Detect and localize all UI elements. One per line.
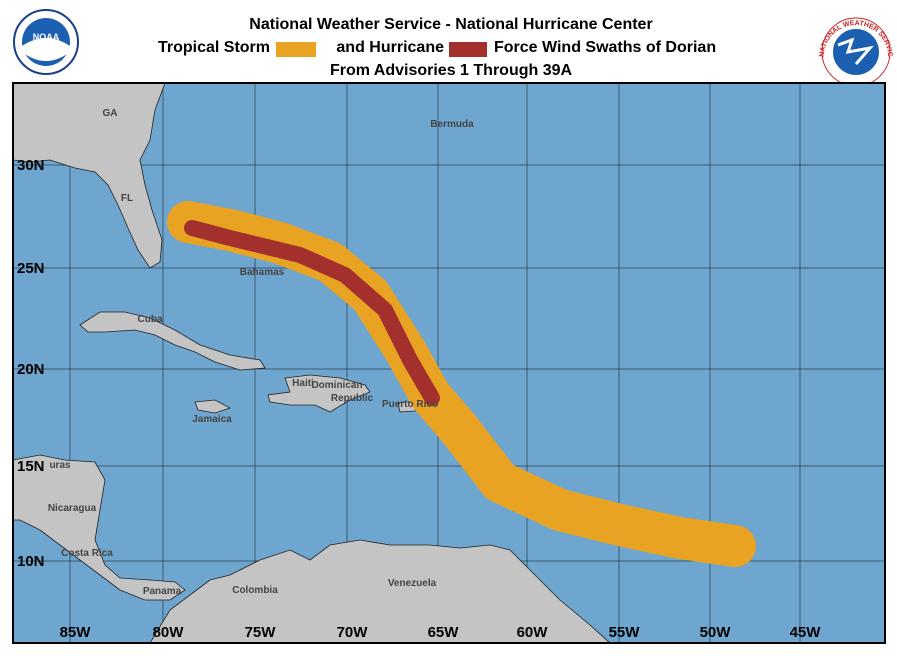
land-south-america — [149, 539, 611, 643]
place-label: Dominican — [311, 380, 362, 391]
land-hispaniola — [267, 374, 371, 413]
place-label: Nicaragua — [48, 503, 97, 514]
legend-label: Tropical Storm — [158, 39, 270, 56]
place-label: FL — [121, 193, 133, 204]
place-label: Puerto Rico — [382, 399, 438, 410]
land-jamaica — [194, 399, 232, 414]
place-label: Costa Rica — [61, 548, 113, 559]
place-label: Colombia — [232, 585, 278, 596]
land-central-america — [13, 454, 186, 601]
map-labels: 30N 25N 20N 15N 10N 85W 80W 75W 70W 65W 60W 55W 50W 4… — [17, 157, 821, 641]
lat-label: 25N — [17, 260, 45, 277]
place-label: Bahamas — [240, 267, 285, 278]
subtitle: From Advisories 1 Through 39A — [330, 62, 573, 79]
noaa-logo: NOAA — [13, 9, 79, 75]
lat-label: 10N — [17, 553, 45, 570]
hurricane-swath — [184, 220, 440, 406]
lon-label: 45W — [790, 624, 822, 641]
place-label: Haiti — [292, 378, 314, 389]
place-label: Venezuela — [388, 578, 437, 589]
map-frame — [12, 82, 886, 644]
lon-label: 70W — [337, 624, 369, 641]
legend-swatch — [276, 42, 316, 57]
lon-label: 50W — [700, 624, 732, 641]
lon-label: 55W — [609, 624, 641, 641]
lat-label: 30N — [17, 157, 45, 174]
lon-label: 60W — [517, 624, 549, 641]
title: National Weather Service - National Hurr… — [249, 16, 652, 33]
noaa-text: NOAA — [33, 32, 60, 42]
place-label: Cuba — [138, 314, 163, 325]
place-label: Panama — [143, 586, 182, 597]
legend-swatch — [449, 42, 487, 57]
place-label: uras — [49, 460, 71, 471]
lon-label: 85W — [60, 624, 92, 641]
lat-label: 20N — [17, 361, 45, 378]
place-label: Republic — [331, 393, 374, 404]
legend-label: and Hurricane — [336, 39, 444, 56]
lon-label: 65W — [428, 624, 460, 641]
lon-label: 75W — [245, 624, 277, 641]
place-label: Jamaica — [192, 414, 232, 425]
title-end: Force Wind Swaths of Dorian — [494, 39, 716, 56]
land-usa — [13, 83, 166, 269]
place-label: Bermuda — [430, 119, 474, 130]
lat-label: 15N — [17, 458, 45, 475]
lon-label: 80W — [153, 624, 185, 641]
land-cuba — [79, 311, 266, 371]
place-label: GA — [103, 108, 118, 119]
